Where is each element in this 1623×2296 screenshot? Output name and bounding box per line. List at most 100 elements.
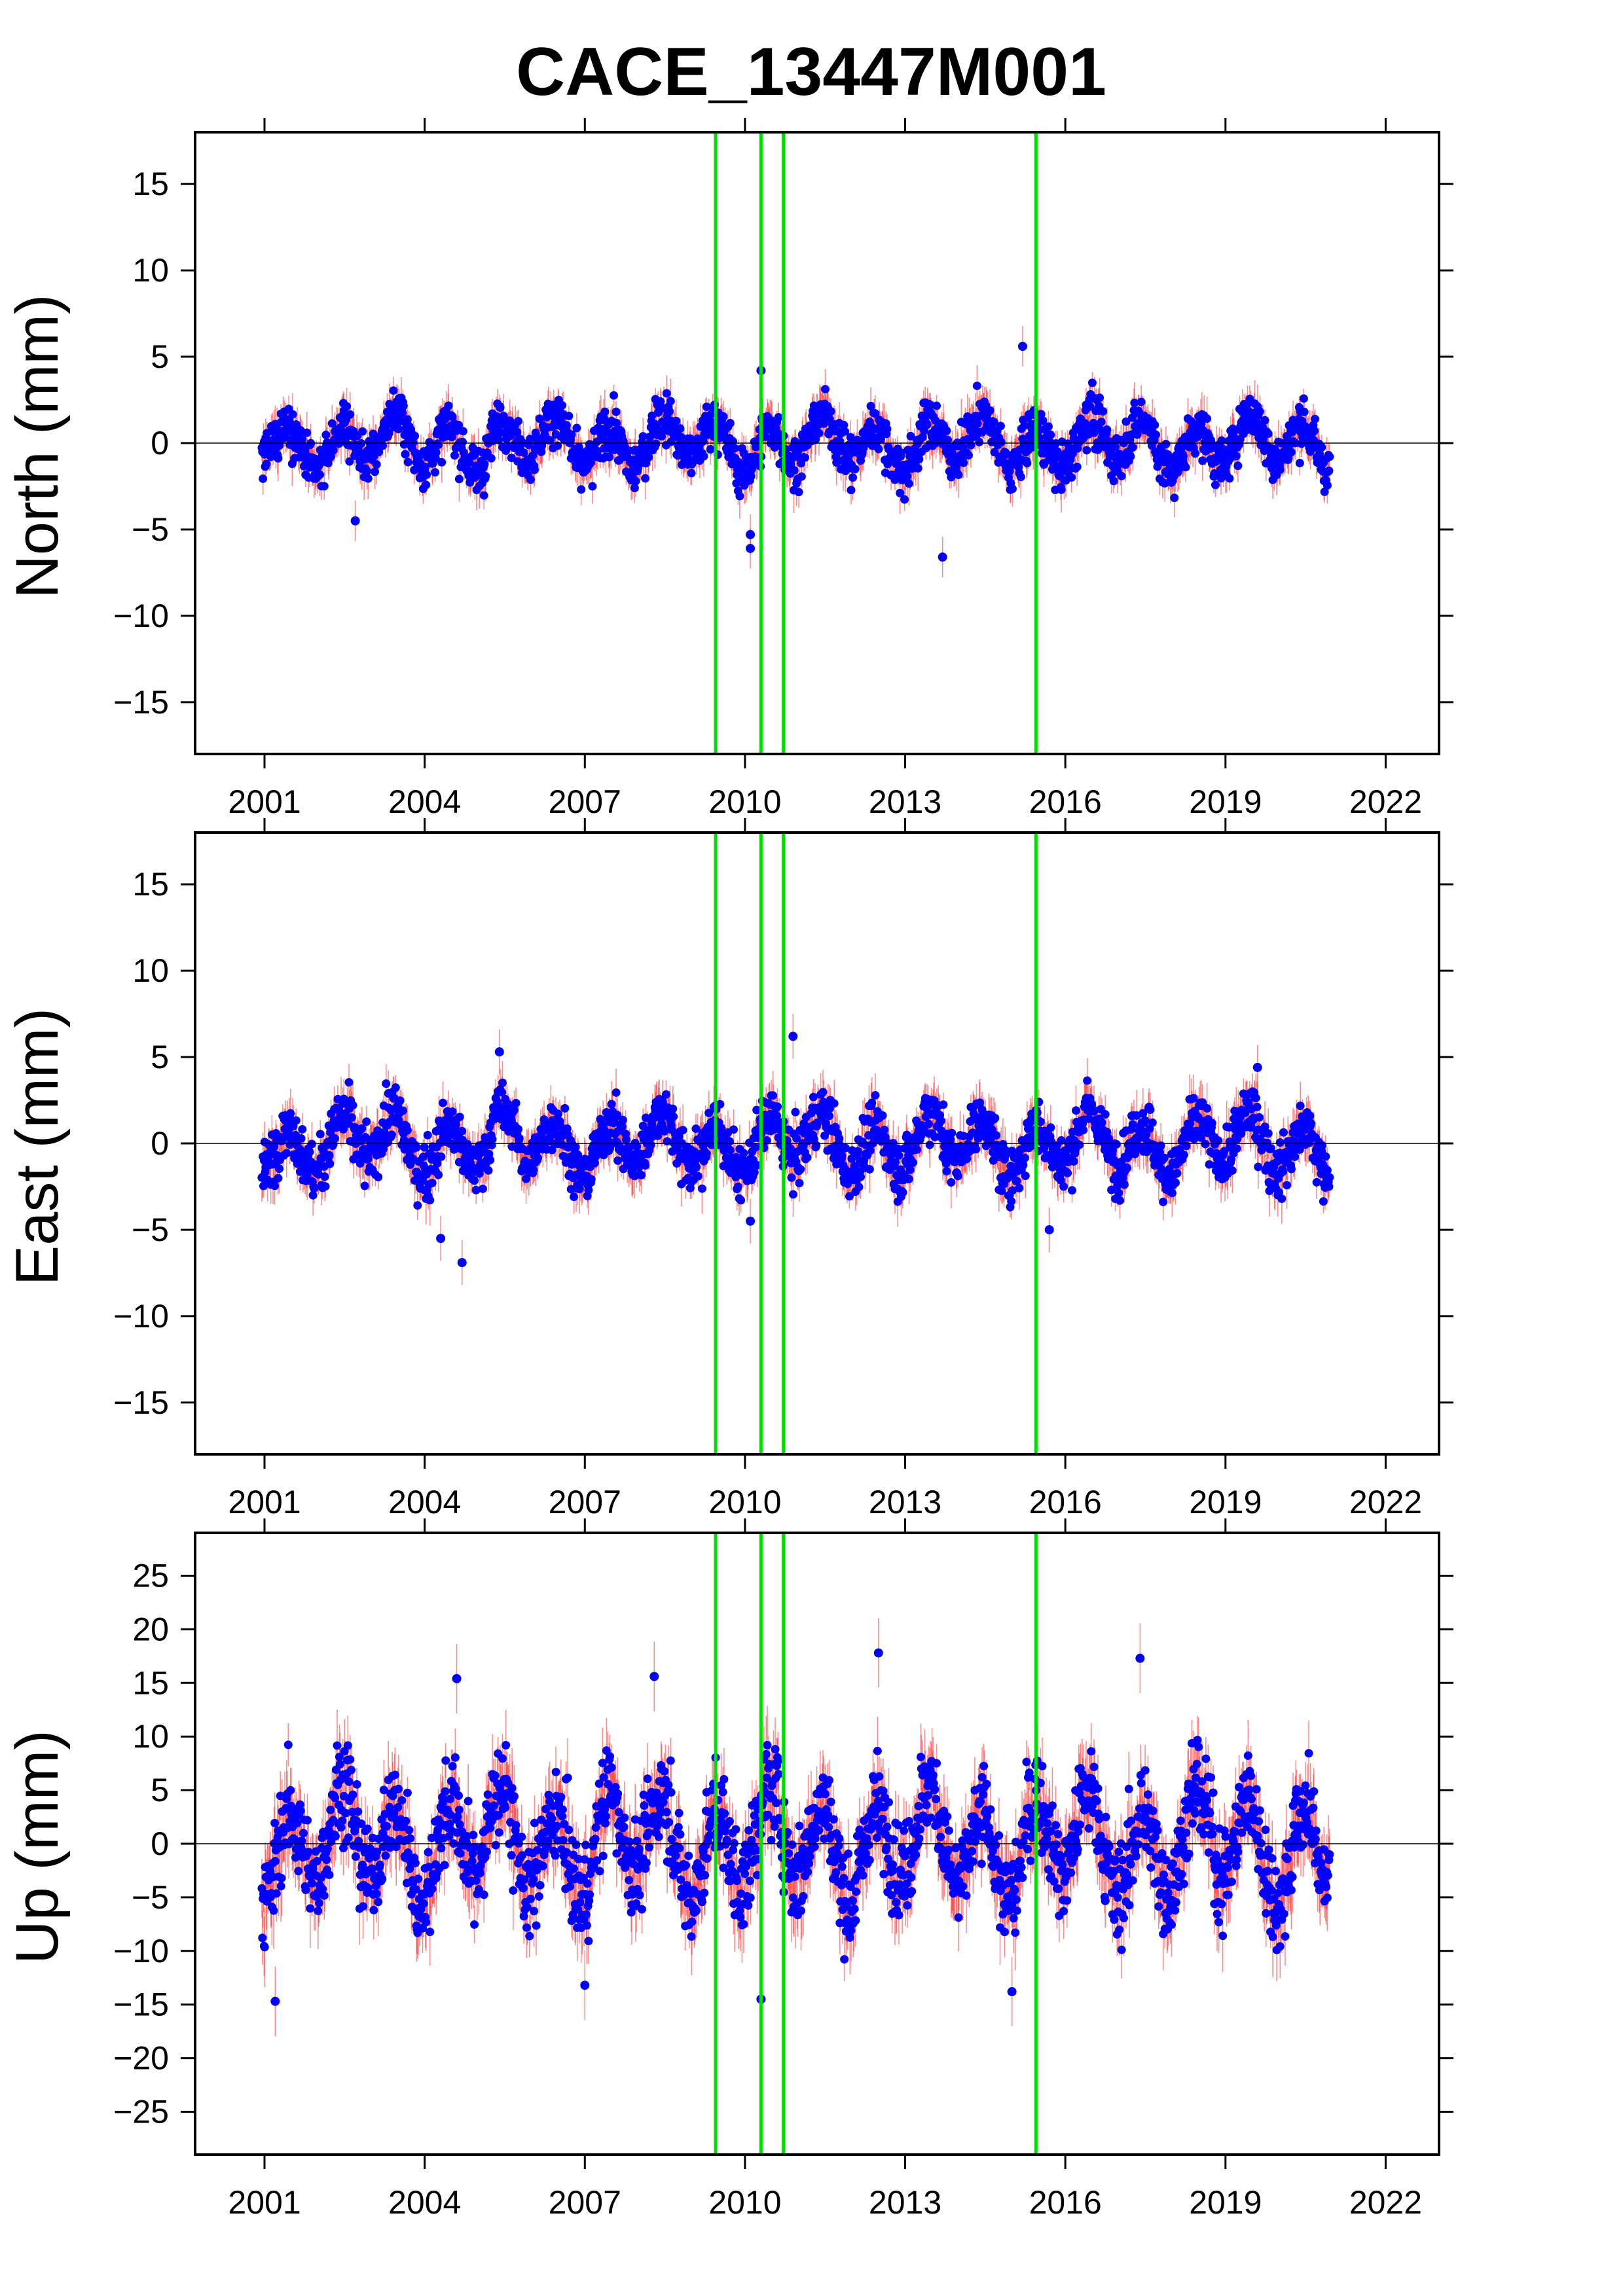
east-data-point bbox=[1201, 1139, 1210, 1149]
east-data-point bbox=[391, 1083, 400, 1092]
east-data-point bbox=[1123, 1164, 1132, 1173]
up-data-point bbox=[848, 1896, 858, 1905]
east-data-point bbox=[796, 1165, 805, 1174]
east-data-point bbox=[1254, 1113, 1264, 1122]
up-data-point bbox=[366, 1844, 375, 1854]
up-data-point bbox=[379, 1785, 388, 1795]
up-data-point bbox=[441, 1787, 450, 1796]
north-data-point bbox=[1179, 452, 1188, 461]
east-data-point bbox=[939, 1100, 948, 1109]
north-data-point bbox=[298, 435, 307, 444]
north-data-point bbox=[1117, 471, 1126, 480]
up-data-point bbox=[826, 1797, 835, 1806]
north-data-point bbox=[1095, 393, 1104, 403]
east-data-point bbox=[894, 1151, 903, 1160]
east-data-point bbox=[316, 1130, 325, 1139]
up-data-point bbox=[719, 1863, 728, 1873]
up-data-point bbox=[405, 1825, 414, 1835]
east-data-point bbox=[809, 1092, 818, 1102]
up-data-point bbox=[720, 1775, 729, 1784]
up-data-point bbox=[767, 1836, 776, 1845]
north-data-point bbox=[499, 412, 508, 421]
north-data-point bbox=[839, 420, 848, 429]
up-data-point bbox=[517, 1833, 526, 1842]
east-x-tick-label: 2022 bbox=[1349, 1484, 1422, 1520]
east-data-point bbox=[320, 1172, 329, 1181]
up-data-point bbox=[627, 1908, 636, 1917]
up-data-point bbox=[735, 1906, 744, 1915]
east-data-point bbox=[458, 1126, 467, 1136]
east-data-point bbox=[750, 1168, 759, 1177]
north-data-point bbox=[1310, 426, 1319, 435]
east-data-point bbox=[611, 1088, 621, 1097]
north-data-point bbox=[657, 432, 666, 441]
east-data-point bbox=[403, 1126, 412, 1135]
up-data-point bbox=[676, 1875, 685, 1884]
north-data-point bbox=[707, 418, 716, 427]
east-y-tick-label: −10 bbox=[113, 1298, 169, 1335]
north-data-point bbox=[421, 463, 430, 472]
east-data-point bbox=[298, 1124, 307, 1134]
north-data-point bbox=[437, 457, 447, 467]
up-data-point bbox=[519, 1884, 528, 1893]
east-data-point bbox=[795, 1179, 804, 1188]
east-data-point bbox=[1079, 1126, 1088, 1135]
north-data-point bbox=[458, 427, 467, 436]
east-data-point bbox=[691, 1124, 701, 1134]
north-data-point bbox=[1067, 473, 1076, 482]
north-data-point bbox=[1325, 452, 1334, 461]
up-data-point bbox=[840, 1955, 849, 1964]
north-data-point bbox=[319, 482, 329, 491]
north-data-point bbox=[801, 453, 810, 462]
up-data-point bbox=[454, 1791, 464, 1801]
up-data-point bbox=[666, 1788, 676, 1797]
up-data-point bbox=[520, 1875, 529, 1884]
north-y-tick-label: 0 bbox=[151, 425, 169, 461]
north-data-point bbox=[966, 440, 976, 450]
up-data-point bbox=[405, 1864, 414, 1873]
east-data-point bbox=[448, 1107, 457, 1116]
north-data-point bbox=[496, 428, 505, 437]
up-data-point bbox=[601, 1819, 610, 1828]
up-data-point bbox=[359, 1902, 368, 1911]
east-data-point bbox=[1296, 1102, 1305, 1111]
up-data-point bbox=[426, 1928, 435, 1937]
up-data-point bbox=[820, 1789, 830, 1799]
east-data-point bbox=[455, 1112, 464, 1121]
up-data-point bbox=[518, 1851, 527, 1860]
north-x-tick-label: 2001 bbox=[228, 783, 301, 820]
up-data-point bbox=[644, 1828, 653, 1837]
up-data-point bbox=[675, 1844, 684, 1853]
north-data-point bbox=[725, 419, 735, 428]
up-data-point bbox=[393, 1803, 403, 1812]
east-data-point bbox=[331, 1134, 340, 1143]
up-data-point bbox=[671, 1851, 680, 1860]
north-y-tick-label: 10 bbox=[132, 252, 169, 289]
up-data-point bbox=[574, 1854, 583, 1863]
north-data-point bbox=[794, 488, 803, 497]
east-outlier-point bbox=[746, 1216, 756, 1226]
north-data-point bbox=[1260, 416, 1269, 425]
up-data-point bbox=[845, 1933, 854, 1942]
east-data-point bbox=[478, 1184, 487, 1193]
up-data-point bbox=[666, 1756, 675, 1765]
north-data-point bbox=[1181, 463, 1190, 472]
east-data-point bbox=[347, 1113, 356, 1122]
north-data-point bbox=[975, 437, 984, 446]
up-data-point bbox=[607, 1763, 616, 1772]
up-data-point bbox=[547, 1814, 556, 1823]
up-data-point bbox=[664, 1780, 673, 1789]
up-data-point bbox=[507, 1784, 517, 1793]
up-data-point bbox=[541, 1804, 551, 1814]
up-data-point bbox=[479, 1890, 488, 1899]
east-data-point bbox=[286, 1109, 295, 1118]
up-data-point bbox=[810, 1842, 819, 1852]
east-data-point bbox=[898, 1188, 907, 1197]
east-data-point bbox=[1300, 1125, 1309, 1134]
east-data-point bbox=[924, 1119, 933, 1128]
east-data-point bbox=[866, 1146, 875, 1155]
north-data-point bbox=[1099, 407, 1108, 416]
north-data-point bbox=[644, 453, 653, 462]
east-data-point bbox=[1128, 1120, 1137, 1129]
